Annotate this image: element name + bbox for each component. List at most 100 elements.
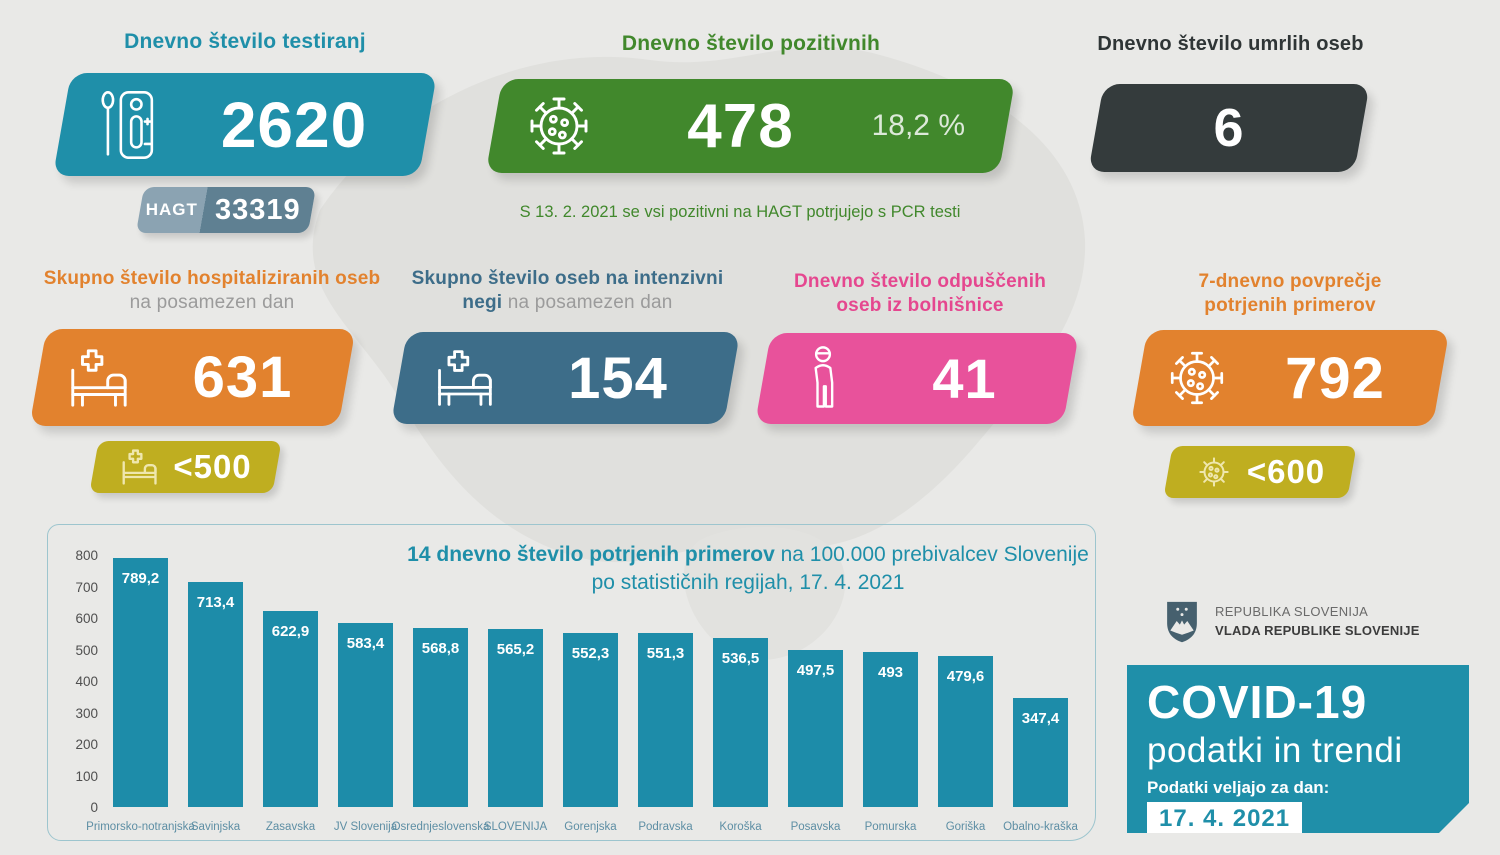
bar-value-label: 552,3	[571, 645, 610, 662]
discharged-value: 41	[932, 347, 997, 410]
bar-value-label: 536,5	[721, 650, 760, 667]
bar-value-label: 479,6	[946, 668, 985, 685]
bar: 347,4	[1013, 698, 1068, 807]
government-logo-block: REPUBLIKA SLOVENIJA VLADA REPUBLIKE SLOV…	[1165, 596, 1485, 648]
bar: 565,2	[488, 629, 543, 807]
bar-column: 565,2 SLOVENIJA	[484, 555, 547, 833]
x-axis-label: SLOVENIJA	[483, 821, 548, 833]
bar-column: 493 Pomurska	[863, 555, 918, 833]
bar-column: 568,8 Osrednjeslovenska	[392, 555, 489, 833]
bar: 551,3	[638, 633, 693, 807]
hospital-title-muted: na posamezen dan	[129, 291, 295, 313]
y-axis-label: 700	[75, 579, 98, 595]
x-axis-label: Pomurska	[864, 821, 917, 833]
bar: 479,6	[938, 656, 993, 807]
y-axis-label: 200	[75, 737, 98, 752]
bar-value-label: 551,3	[646, 645, 685, 662]
hagt-label: HAGT	[145, 200, 198, 219]
y-axis-label: 800	[75, 548, 98, 563]
antigen-test-icon	[62, 88, 190, 162]
icu-title-accent: Skupno število oseb na intenzivni negi	[411, 268, 724, 313]
virus-small-icon	[1195, 453, 1233, 491]
avg7-badge: <600	[1163, 446, 1357, 498]
icu-card-title: Skupno število oseb na intenzivni negi n…	[400, 267, 735, 315]
bar-column: 552,3 Gorenjska	[563, 555, 618, 833]
bar-column: 713,4 Savinjska	[188, 555, 243, 833]
y-axis-label: 600	[75, 611, 98, 626]
government-line2: VLADA REPUBLIKE SLOVENIJE	[1215, 623, 1420, 638]
hagt-value: 33319	[214, 193, 301, 226]
chart-title-rest: na 100.000 prebivalcev Slovenije po stat…	[591, 543, 1089, 595]
bar-column: 789,2 Primorsko-notranjska	[86, 555, 195, 833]
bar: 493	[863, 652, 918, 807]
discharged-card: 41	[754, 333, 1080, 424]
x-axis-label: Savinjska	[190, 821, 241, 833]
bar-column: 347,4 Obalno-kraška	[1003, 555, 1078, 833]
bar-value-label: 568,8	[421, 640, 460, 657]
chart-title: 14 dnevno število potrjenih primerov na …	[403, 541, 1093, 598]
hospital-card-title: Skupno število hospitaliziranih oseb na …	[42, 267, 382, 315]
hospital-bed-small-icon	[119, 448, 159, 486]
government-name: REPUBLIKA SLOVENIJA VLADA REPUBLIKE SLOV…	[1215, 603, 1420, 641]
covid-panel-date-label: Podatki veljajo za dan:	[1147, 778, 1330, 797]
x-axis-label: Osrednjeslovenska	[391, 821, 490, 833]
bar: 568,8	[413, 628, 468, 807]
covid-panel-title: COVID-19	[1147, 676, 1368, 728]
icu-title-muted: na posamezen dan	[502, 291, 673, 313]
bar-value-label: 565,2	[496, 641, 535, 658]
bar-column: 622,9 Zasavska	[263, 555, 318, 833]
icu-card: 154	[390, 332, 741, 424]
avg7-badge-value: <600	[1246, 453, 1326, 490]
virus-icon	[494, 90, 624, 162]
x-axis-label: Koroška	[719, 821, 762, 833]
bar-column: 551,3 Podravska	[638, 555, 693, 833]
y-axis-label: 500	[75, 642, 98, 658]
regional-bar-chart: 14 dnevno število potrjenih primerov na …	[47, 524, 1096, 841]
hospital-badge-value: <500	[173, 448, 252, 485]
positive-value: 478	[687, 91, 794, 161]
x-axis-label: Goriška	[945, 821, 986, 833]
x-axis-label: Podravska	[638, 821, 693, 833]
bar-value-label: 493	[877, 664, 904, 681]
covid-panel-subtitle: podatki in trendi	[1147, 731, 1403, 770]
bar-value-label: 622,9	[271, 623, 310, 640]
tests-card: 2620	[52, 73, 438, 176]
x-axis-label: JV Slovenija	[333, 821, 398, 833]
x-axis-label: Obalno-kraška	[1003, 821, 1078, 833]
chart-title-bold: 14 dnevno število potrjenih primerov	[407, 543, 775, 566]
person-icon	[763, 345, 883, 412]
government-line1: REPUBLIKA SLOVENIJA	[1215, 604, 1369, 620]
hospital-badge: <500	[89, 441, 282, 493]
hagt-pcr-note: S 13. 2. 2021 se vsi pozitivni na HAGT p…	[519, 203, 961, 221]
slovenia-coat-of-arms-icon	[1165, 600, 1199, 644]
bar-column: 536,5 Koroška	[713, 555, 768, 833]
icu-value: 154	[568, 345, 668, 411]
y-axis-label: 400	[75, 674, 98, 689]
bar: 583,4	[338, 623, 393, 807]
bar: 622,9	[263, 611, 318, 807]
avg7-card: 792	[1130, 330, 1450, 426]
icu-bed-icon	[399, 346, 529, 410]
y-axis-label: 100	[75, 768, 98, 784]
bar-value-label: 583,4	[346, 635, 385, 652]
x-axis-label: Zasavska	[265, 821, 316, 833]
virus-icon-orange-card	[1139, 345, 1254, 411]
bar: 497,5	[788, 650, 843, 807]
bar-plot: 789,2 Primorsko-notranjska 713,4 Savinjska 6…	[75, 548, 1078, 833]
positive-card-title: Dnevno število pozitivnih	[621, 32, 881, 55]
hospital-card: 631	[29, 329, 356, 426]
bar: 536,5	[713, 638, 768, 807]
covid-info-panel: COVID-19 podatki in trendi Podatki velja…	[1127, 665, 1469, 833]
bar-column: 497,5 Posavska	[788, 555, 843, 833]
slovenia-map-silhouette	[312, 46, 1086, 660]
y-axis-label: 300	[75, 705, 98, 721]
bar-column: 583,4 JV Slovenija	[334, 555, 397, 833]
positive-share: 18,2 %	[871, 109, 965, 142]
bar: 789,2	[113, 558, 168, 807]
tests-card-title: Dnevno število testiranj	[124, 30, 366, 53]
x-axis-label: Gorenjska	[564, 821, 617, 833]
x-axis-label: Posavska	[790, 821, 841, 833]
avg7-value: 792	[1285, 345, 1385, 411]
x-axis-label: Primorsko-notranjska	[86, 821, 195, 833]
deaths-value: 6	[1213, 98, 1245, 158]
